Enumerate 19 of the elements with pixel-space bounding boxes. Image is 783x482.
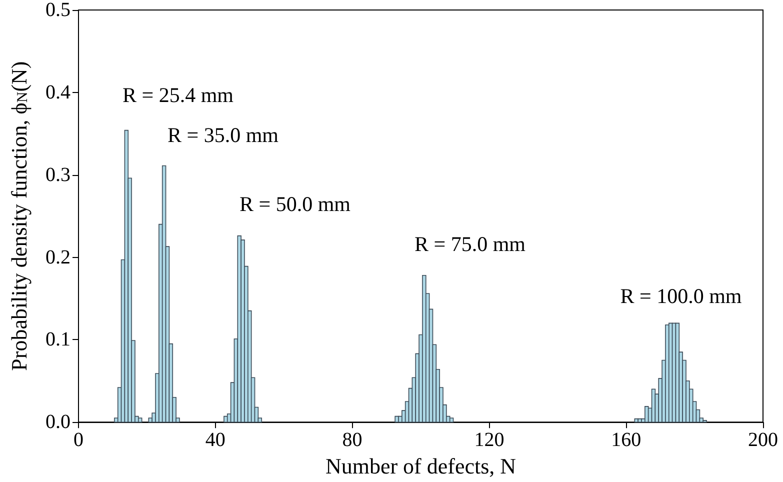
x-tick-label: 40 (205, 429, 226, 452)
annotation: R = 50.0 mm (239, 192, 351, 216)
y-tick-label: 0.3 (46, 164, 70, 186)
x-tick-label: 80 (342, 429, 362, 452)
y-tick-label: 0.4 (46, 81, 70, 104)
x-tick-label: 160 (611, 429, 642, 452)
annotation: R = 25.4 mm (122, 83, 234, 107)
y-tick-label: 0.5 (46, 0, 70, 21)
y-tick-label: 0.2 (46, 246, 70, 268)
annotation: R = 100.0 mm (620, 284, 742, 308)
annotation: R = 75.0 mm (414, 232, 526, 256)
annotation: R = 35.0 mm (167, 123, 279, 147)
x-axis-title: Number of defects, N (325, 454, 516, 478)
x-tick-label: 0 (74, 429, 84, 452)
x-tick-label: 120 (474, 429, 504, 452)
y-axis-title: Probability density function, ϕN(N) (6, 61, 32, 371)
x-tick-label: 200 (748, 429, 778, 452)
y-tick-label: 0.0 (46, 411, 70, 434)
y-tick-label: 0.1 (46, 328, 70, 351)
